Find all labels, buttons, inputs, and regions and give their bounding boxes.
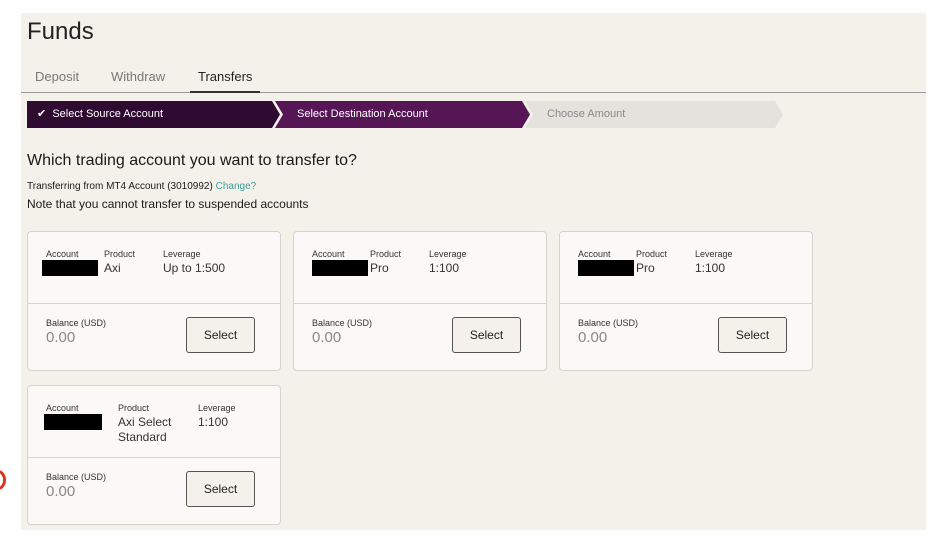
product-value: Axi xyxy=(104,261,121,275)
check-icon: ✔ xyxy=(37,108,47,120)
source-account-text: Transferring from MT4 Account (3010992) … xyxy=(27,181,256,192)
suspended-note: Note that you cannot transfer to suspend… xyxy=(27,197,309,211)
balance-label: Balance (USD) xyxy=(312,318,373,328)
step-choose-amount: Choose Amount xyxy=(525,101,783,128)
question-heading: Which trading account you want to transf… xyxy=(27,152,357,169)
product-value: Pro xyxy=(370,261,389,275)
redacted-account-number xyxy=(578,260,634,276)
leverage-label: Leverage xyxy=(198,403,236,413)
balance-value: 0.00 xyxy=(578,329,608,346)
product-label: Product xyxy=(104,249,136,259)
redacted-account-number xyxy=(42,260,98,276)
product-value: Axi Select Standard xyxy=(118,415,172,444)
source-text: Transferring from MT4 Account (3010992) xyxy=(27,181,213,192)
redacted-account-number xyxy=(44,414,102,430)
account-card: Account Product Pro Leverage 1:100 Balan… xyxy=(293,231,547,371)
account-card: Account Product Pro Leverage 1:100 Balan… xyxy=(559,231,813,371)
balance-label: Balance (USD) xyxy=(578,318,639,328)
step-select-destination: Select Destination Account xyxy=(275,101,530,128)
product-label: Product xyxy=(636,249,668,259)
select-button[interactable]: Select xyxy=(186,471,255,507)
step-select-source: ✔ Select Source Account xyxy=(27,101,280,128)
select-button[interactable]: Select xyxy=(718,317,787,353)
tab-bar: Deposit Withdraw Transfers xyxy=(21,65,926,93)
account-card: Account Product Axi Select Standard Leve… xyxy=(27,385,281,525)
balance-label: Balance (USD) xyxy=(46,318,107,328)
page-title: Funds xyxy=(27,18,94,45)
leverage-value: 1:100 xyxy=(695,261,726,275)
account-label: Account xyxy=(46,403,79,413)
funds-panel: Funds Deposit Withdraw Transfers ✔ Selec… xyxy=(21,13,926,530)
step-label: Select Destination Account xyxy=(297,108,428,120)
tab-deposit[interactable]: Deposit xyxy=(35,69,80,84)
balance-label: Balance (USD) xyxy=(46,472,107,482)
account-label: Account xyxy=(46,249,79,259)
account-card: Account Product Axi Leverage Up to 1:500… xyxy=(27,231,281,371)
red-annotation-circle xyxy=(0,470,6,490)
product-value: Pro xyxy=(636,261,655,275)
product-label: Product xyxy=(370,249,402,259)
leverage-value: 1:100 xyxy=(429,261,460,275)
leverage-label: Leverage xyxy=(695,249,733,259)
step-label: Choose Amount xyxy=(547,108,626,120)
redacted-account-number xyxy=(312,260,368,276)
account-label: Account xyxy=(312,249,345,259)
balance-value: 0.00 xyxy=(46,329,76,346)
tab-withdraw[interactable]: Withdraw xyxy=(111,69,166,84)
step-label: Select Source Account xyxy=(52,108,164,120)
stepper: ✔ Select Source Account Select Destinati… xyxy=(27,101,787,128)
change-link[interactable]: Change? xyxy=(215,181,257,192)
leverage-label: Leverage xyxy=(163,249,201,259)
balance-value: 0.00 xyxy=(312,329,342,346)
product-label: Product xyxy=(118,403,150,413)
leverage-value: Up to 1:500 xyxy=(163,261,226,275)
select-button[interactable]: Select xyxy=(186,317,255,353)
tab-transfers[interactable]: Transfers xyxy=(190,69,261,93)
account-label: Account xyxy=(578,249,611,259)
leverage-label: Leverage xyxy=(429,249,467,259)
select-button[interactable]: Select xyxy=(452,317,521,353)
leverage-value: 1:100 xyxy=(198,415,229,429)
balance-value: 0.00 xyxy=(46,483,76,500)
